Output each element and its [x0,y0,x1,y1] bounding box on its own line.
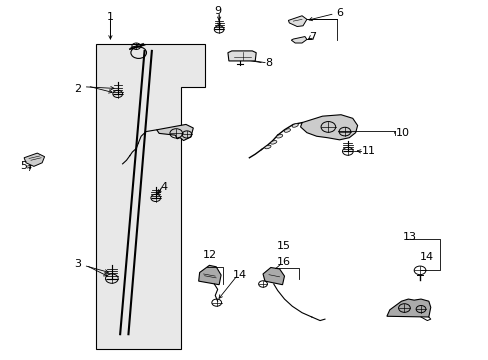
Text: 14: 14 [232,270,246,280]
Text: 15: 15 [276,241,290,251]
Polygon shape [227,51,256,61]
Text: 8: 8 [265,58,272,68]
Ellipse shape [264,145,270,149]
Polygon shape [291,37,306,43]
Text: 9: 9 [214,6,221,17]
Text: 11: 11 [361,146,375,156]
Polygon shape [96,44,205,348]
Text: 1: 1 [107,12,114,22]
Text: 16: 16 [276,257,290,267]
Ellipse shape [284,129,290,132]
Text: 4: 4 [160,182,167,192]
Polygon shape [288,16,306,27]
Text: 7: 7 [308,32,316,41]
Text: 6: 6 [335,8,343,18]
Text: 12: 12 [203,250,217,260]
Text: 5: 5 [20,161,27,171]
Polygon shape [386,299,430,317]
Polygon shape [24,153,44,166]
Text: 10: 10 [395,129,409,138]
Text: 3: 3 [74,259,81,269]
Polygon shape [157,125,193,140]
Polygon shape [300,115,357,140]
Ellipse shape [276,135,282,138]
Text: 2: 2 [74,84,81,94]
Ellipse shape [270,140,276,144]
Polygon shape [263,267,284,285]
Text: 14: 14 [419,252,433,262]
Polygon shape [198,265,221,285]
Ellipse shape [291,124,298,127]
Text: 13: 13 [403,232,416,242]
